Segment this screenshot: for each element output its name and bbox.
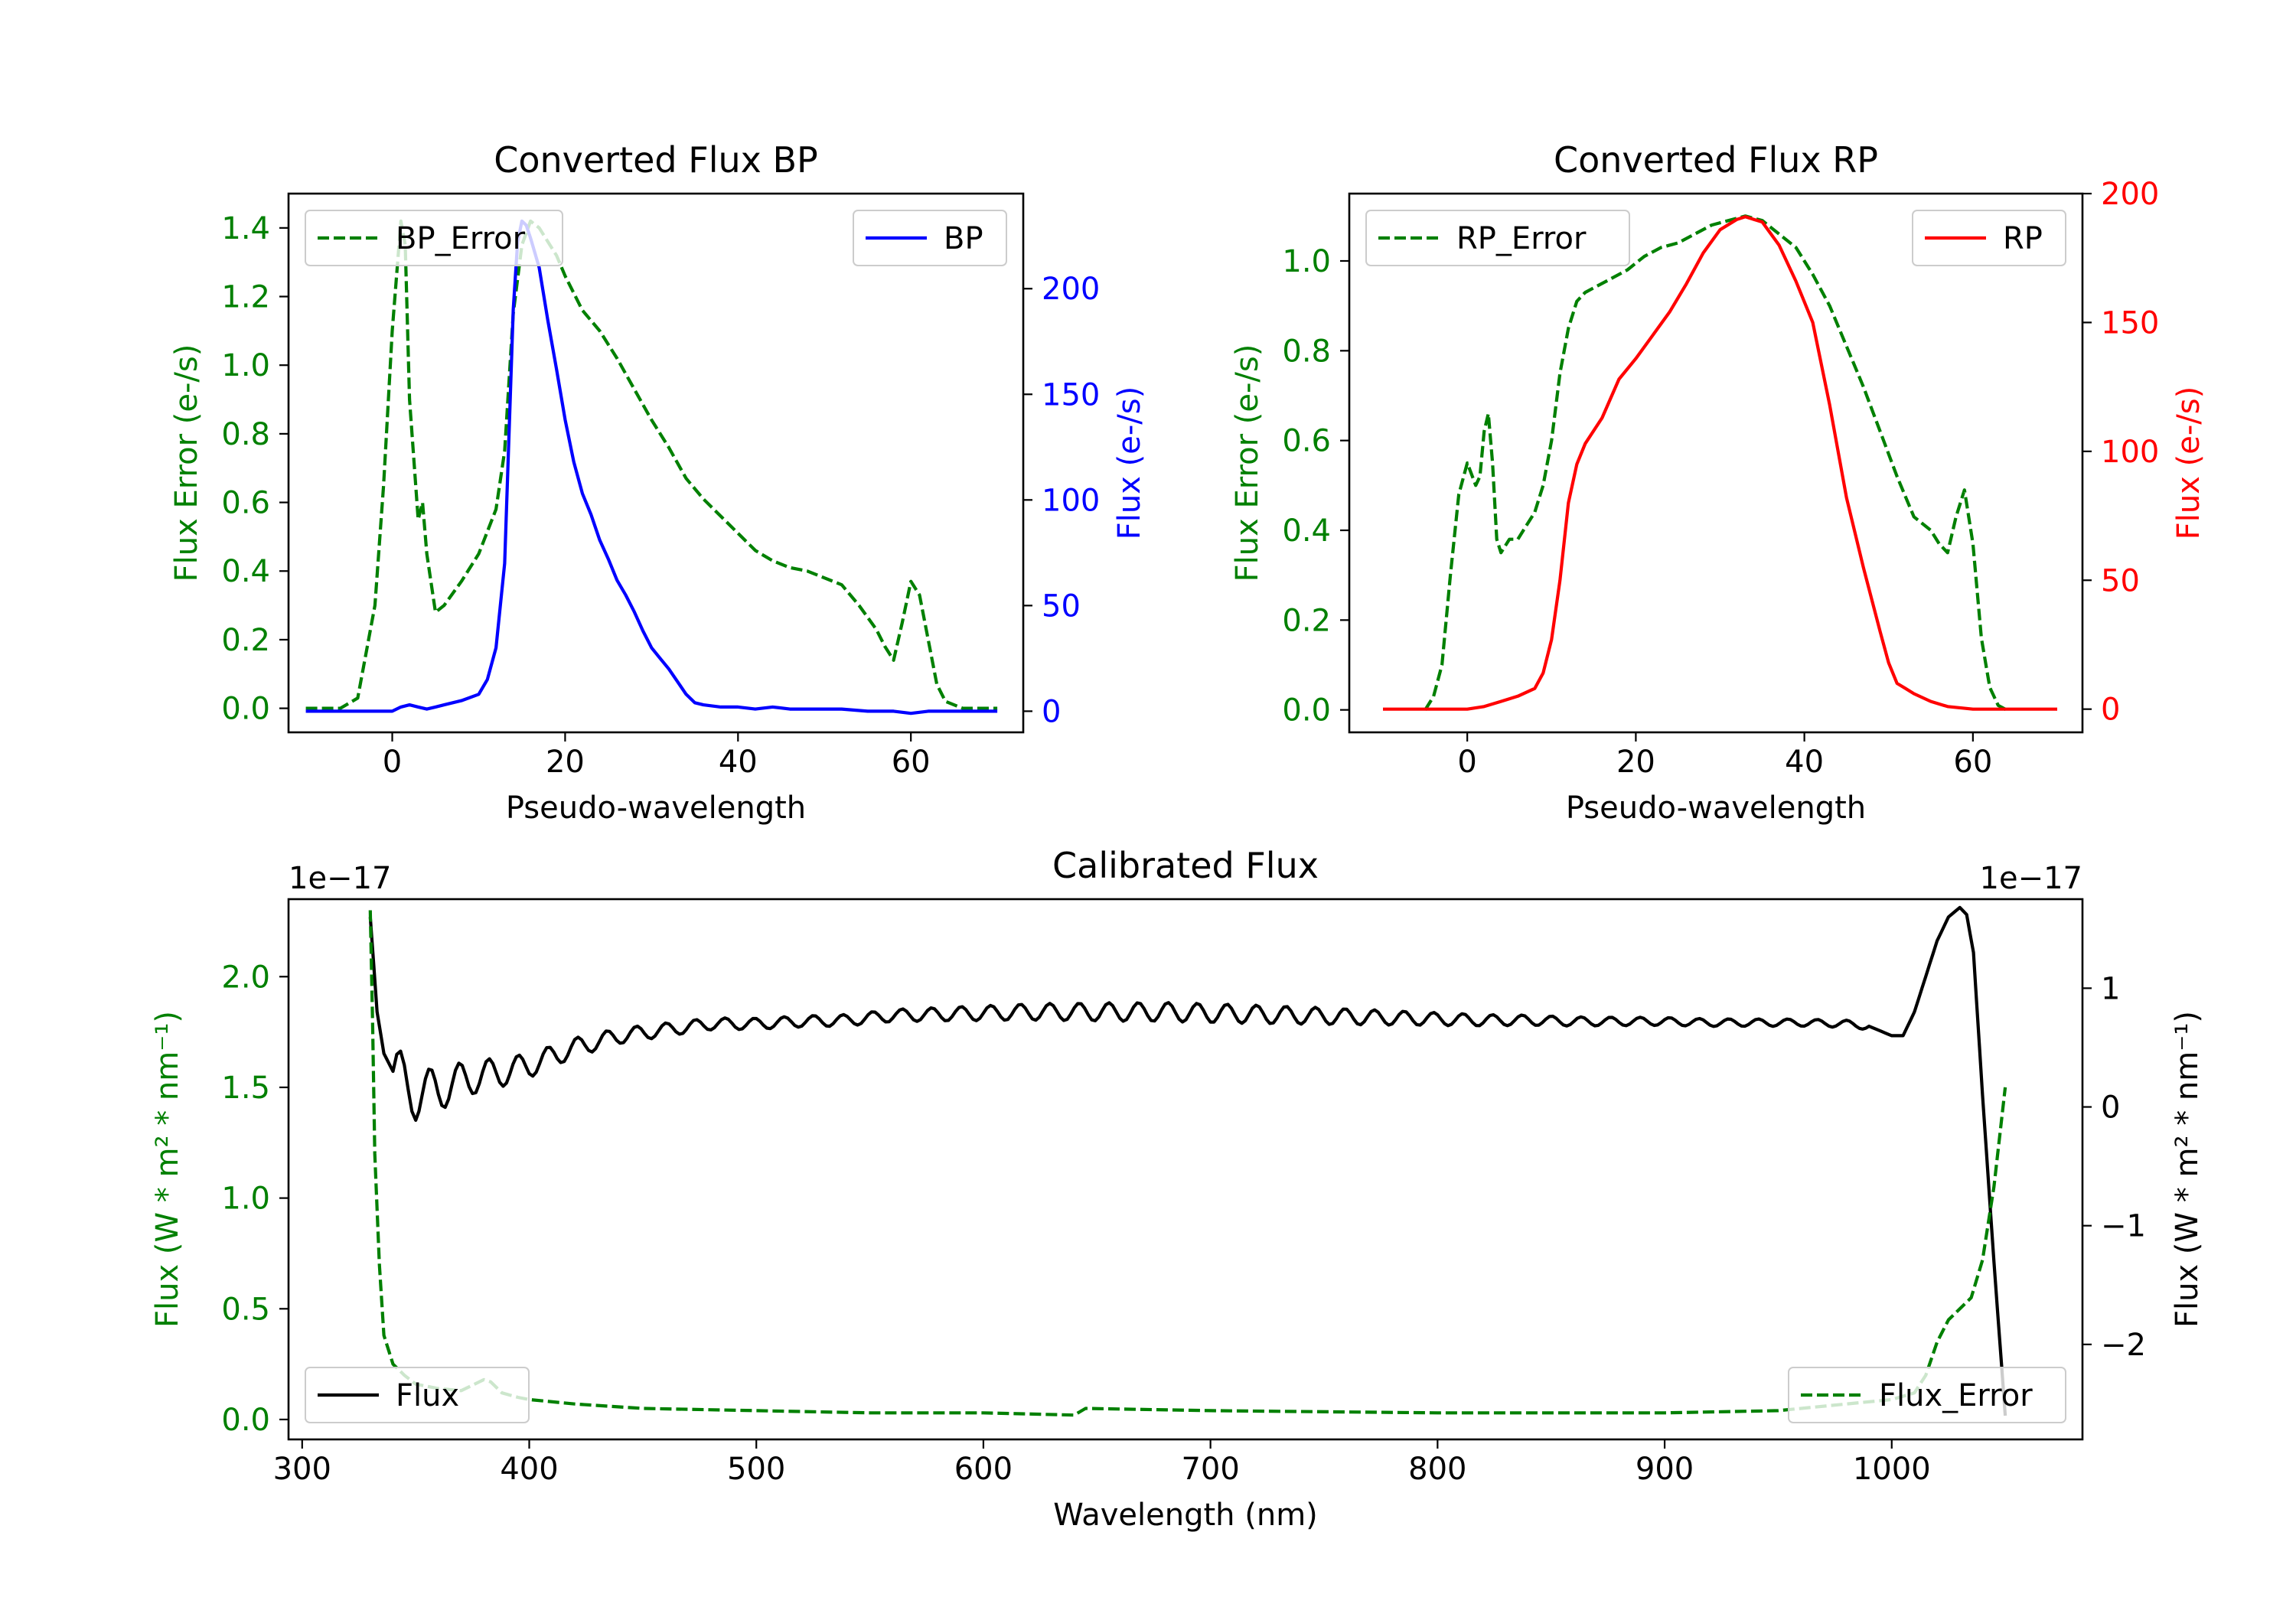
x-tick-label: 20 xyxy=(1616,745,1655,780)
legend-label: BP xyxy=(944,221,983,256)
x-tick-label: 40 xyxy=(719,745,758,780)
y-left-tick-label: 0.2 xyxy=(1282,603,1331,638)
y-right-tick-label: 200 xyxy=(2101,177,2159,212)
y-right-tick-label: −2 xyxy=(2101,1328,2146,1363)
y-left-tick-label: 0.2 xyxy=(221,623,270,658)
x-axis-label: Pseudo-wavelength xyxy=(1566,790,1866,826)
legend-label: Flux xyxy=(396,1378,459,1413)
legend-label: RP_Error xyxy=(1456,221,1587,256)
x-tick-label: 300 xyxy=(273,1452,331,1487)
y-right-tick-label: 100 xyxy=(2101,435,2159,470)
y-right-tick-label: 100 xyxy=(1042,483,1100,518)
y-left-tick-label: 0.0 xyxy=(1282,693,1331,729)
y-right-tick-label: −1 xyxy=(2101,1209,2146,1244)
legend-bp-error: BP_Error xyxy=(305,210,563,266)
series-line-bp-error xyxy=(305,219,998,710)
x-tick-label: 60 xyxy=(892,745,931,780)
legend-flux-error: Flux_Error xyxy=(1788,1367,2066,1423)
y-left-tick-label: 0.6 xyxy=(1282,424,1331,459)
x-tick-label: 900 xyxy=(1636,1452,1694,1487)
y-right-tick-label: 150 xyxy=(1042,377,1100,412)
x-tick-label: 60 xyxy=(1953,745,1992,780)
y-left-tick-label: 1.2 xyxy=(221,280,270,315)
axes-frame xyxy=(287,192,1025,734)
x-tick-label: 0 xyxy=(383,745,402,780)
x-axis-label: Wavelength (nm) xyxy=(1053,1498,1318,1533)
y-right-axis-label: Flux (W * m² * nm⁻¹) xyxy=(2170,1011,2205,1328)
series-line-flux xyxy=(368,905,2007,1416)
y-right-tick-label: 1 xyxy=(2101,971,2120,1006)
y-right-tick-label: 50 xyxy=(2101,563,2140,598)
chart-rp: 0 20 40 60 0.0 0.2 0.4 0.6 0.8 1.0 0 50 100 150 200 Con… xyxy=(1230,139,2206,826)
y-left-tick-label: 0.4 xyxy=(1282,513,1331,549)
y-right-tick-label: 150 xyxy=(2101,305,2159,341)
y-right-axis-label: Flux (e-/s) xyxy=(1112,386,1147,539)
axes-frame xyxy=(1348,192,2084,734)
legend-box xyxy=(1365,210,1630,266)
x-tick-label: 1000 xyxy=(1853,1452,1931,1487)
legend-bp: BP xyxy=(853,210,1007,266)
legend-box xyxy=(1912,210,2066,266)
legend-box xyxy=(1788,1367,2066,1423)
chart-cal: 300 400 500 600 700 800 900 1000 0.0 0.5 1.0 1.5 2.0… xyxy=(150,845,2205,1533)
legend-rp-error: RP_Error xyxy=(1365,210,1630,266)
y-left-tick-label: 0.0 xyxy=(221,1403,270,1438)
y-left-axis-label: Flux Error (e-/s) xyxy=(169,344,204,582)
x-tick-label: 500 xyxy=(727,1452,785,1487)
y-left-tick-label: 0.0 xyxy=(221,692,270,727)
axes-frame xyxy=(287,898,2084,1441)
x-tick-label: 700 xyxy=(1181,1452,1239,1487)
x-tick-label: 400 xyxy=(500,1452,558,1487)
series-line-rp-error xyxy=(1424,214,2007,712)
legend-box xyxy=(305,210,563,266)
chart-title: Calibrated Flux xyxy=(1052,845,1319,886)
legend-label: Flux_Error xyxy=(1879,1378,2033,1413)
y-right-axis-label: Flux (e-/s) xyxy=(2171,386,2206,539)
y-left-tick-label: 2.0 xyxy=(221,960,270,995)
y-left-offset-label: 1e−17 xyxy=(289,861,391,896)
legend-label: BP_Error xyxy=(396,221,526,256)
series-line-rp xyxy=(1383,215,2057,711)
y-left-tick-label: 1.0 xyxy=(1282,244,1331,279)
x-tick-label: 600 xyxy=(954,1452,1013,1487)
legend-box xyxy=(853,210,1007,266)
y-right-tick-label: 50 xyxy=(1042,588,1081,624)
y-left-axis-label: Flux Error (e-/s) xyxy=(1230,344,1265,582)
y-left-tick-label: 0.8 xyxy=(221,417,270,452)
legend-box xyxy=(305,1367,530,1423)
y-left-tick-label: 1.0 xyxy=(221,1182,270,1217)
y-right-tick-label: 200 xyxy=(1042,272,1100,307)
y-left-tick-label: 0.4 xyxy=(221,554,270,589)
y-left-tick-label: 1.0 xyxy=(221,348,270,383)
x-tick-label: 800 xyxy=(1408,1452,1466,1487)
y-left-tick-label: 1.5 xyxy=(221,1071,270,1106)
y-left-tick-label: 0.5 xyxy=(221,1292,270,1327)
x-tick-label: 0 xyxy=(1457,745,1476,780)
chart-bp: 0 20 40 60 0.0 0.2 0.4 0.6 0.8 1.0 1.2 1.4 0 50 100 150… xyxy=(169,139,1147,826)
y-right-tick-label: 0 xyxy=(2101,693,2120,728)
x-axis-label: Pseudo-wavelength xyxy=(506,790,806,826)
y-left-tick-label: 0.6 xyxy=(221,486,270,521)
chart-title: Converted Flux BP xyxy=(494,139,818,181)
y-left-tick-label: 0.8 xyxy=(1282,334,1331,369)
y-right-tick-label: 0 xyxy=(1042,694,1061,729)
chart-title: Converted Flux RP xyxy=(1554,139,1878,181)
x-tick-label: 40 xyxy=(1785,745,1824,780)
legend-flux: Flux xyxy=(305,1367,530,1423)
y-left-axis-label: Flux (W * m² * nm⁻¹) xyxy=(150,1011,185,1328)
y-right-offset-label: 1e−17 xyxy=(1980,861,2082,896)
x-tick-label: 20 xyxy=(546,745,585,780)
y-right-tick-label: 0 xyxy=(2101,1090,2120,1126)
series-line-bp xyxy=(305,219,998,715)
legend-label: RP xyxy=(2003,221,2043,256)
legend-rp: RP xyxy=(1912,210,2066,266)
y-left-tick-label: 1.4 xyxy=(221,211,270,246)
